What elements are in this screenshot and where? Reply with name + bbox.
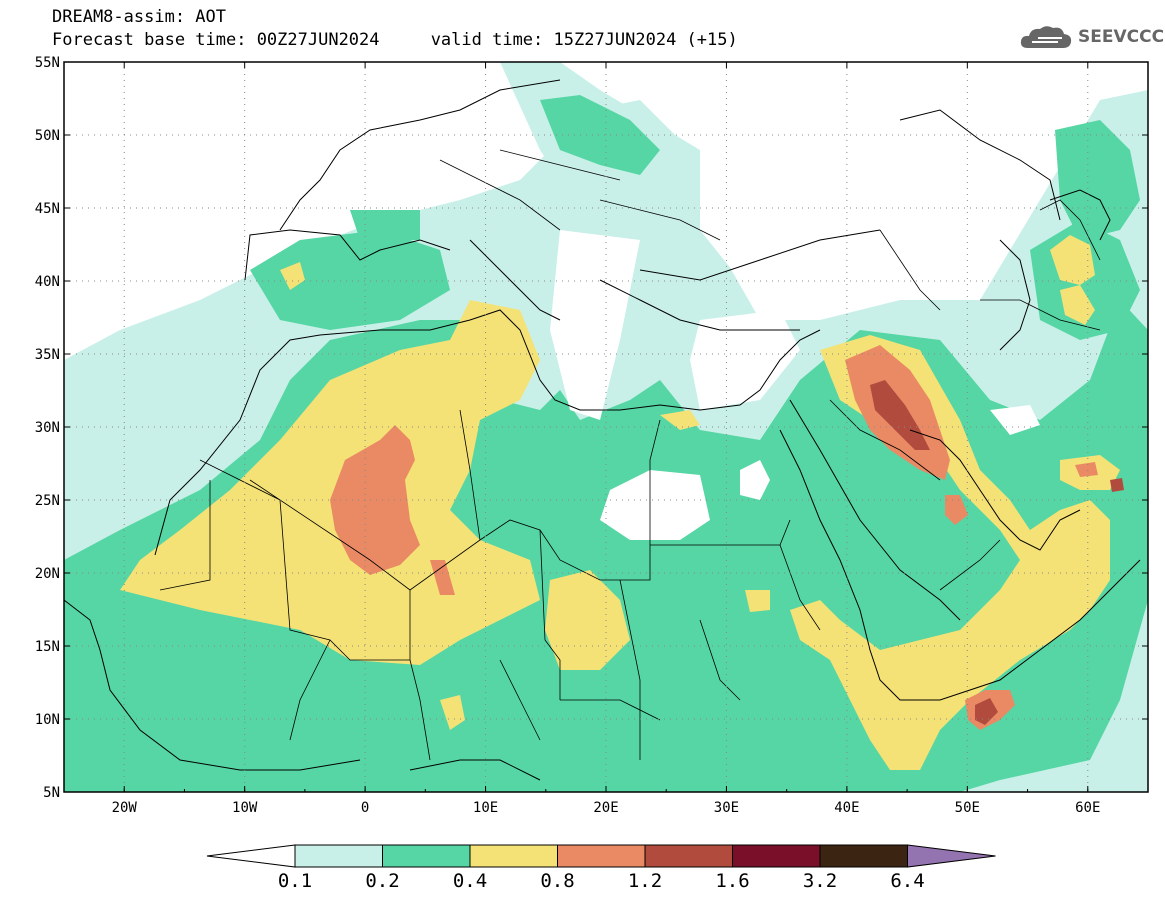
lon-label: 30E [714, 800, 739, 816]
colorbar-segment [382, 844, 471, 868]
colorbar-high-arrow [907, 844, 996, 868]
colorbar-low-arrow [206, 844, 296, 868]
lon-label: 20W [112, 800, 138, 816]
cloud-icon [1020, 26, 1072, 48]
country-borders [159, 149, 1101, 761]
colorbar-label: 1.2 [628, 870, 662, 892]
lat-label: 10N [35, 712, 60, 728]
colorbar-segment [819, 844, 908, 868]
lon-label: 20E [593, 800, 618, 816]
seevccc-logo: SEEVCCC [1018, 22, 1164, 52]
lon-label: 50E [955, 800, 980, 816]
colorbar-label: 0.8 [540, 870, 574, 892]
logo-text: SEEVCCC [1078, 27, 1165, 47]
map-title: DREAM8-assim: AOT [52, 7, 226, 27]
coastlines [64, 79, 1141, 781]
axis-ticks [63, 61, 1149, 793]
lon-label: 0 [361, 800, 369, 816]
latitude-labels: 55N 50N 45N 40N 35N 30N 25N 20N 15N 10N 5N [35, 55, 60, 801]
lat-label: 55N [35, 55, 60, 71]
aot-level-1-2 [870, 380, 1124, 725]
colorbar-label: 6.4 [890, 870, 924, 892]
colorbar-segment [732, 844, 821, 868]
colorbar-segment [644, 844, 733, 868]
lat-label: 45N [35, 201, 60, 217]
colorbar-label: 3.2 [803, 870, 837, 892]
lat-label: 40N [35, 274, 60, 290]
longitude-labels: 20W 10W 0 10E 20E 30E 40E 50E 60E [112, 800, 1101, 816]
colorbar-segment [557, 844, 646, 868]
lat-label: 15N [35, 639, 60, 655]
aot-clear-areas [475, 90, 1040, 540]
colorbar-segment [469, 844, 558, 868]
lon-label: 40E [834, 800, 859, 816]
colorbar-segment [294, 844, 383, 868]
lat-label: 50N [35, 128, 60, 144]
colorbar-label: 1.6 [715, 870, 749, 892]
lat-label: 25N [35, 493, 60, 509]
lon-label: 60E [1075, 800, 1100, 816]
lat-label: 5N [43, 785, 60, 801]
colorbar-label: 0.2 [365, 870, 399, 892]
colorbar-label: 0.1 [278, 870, 312, 892]
colorbar-label: 0.4 [453, 870, 487, 892]
forecast-time-line: Forecast base time: 00Z27JUN2024 valid t… [52, 30, 738, 50]
colorbar [206, 844, 996, 868]
lon-label: 10W [232, 800, 258, 816]
lat-label: 20N [35, 566, 60, 582]
lon-label: 10E [473, 800, 498, 816]
lat-label: 30N [35, 420, 60, 436]
colorbar-labels: 0.1 0.2 0.4 0.8 1.2 1.6 3.2 6.4 [278, 870, 925, 892]
lat-label: 35N [35, 347, 60, 363]
graticule [64, 62, 1148, 792]
